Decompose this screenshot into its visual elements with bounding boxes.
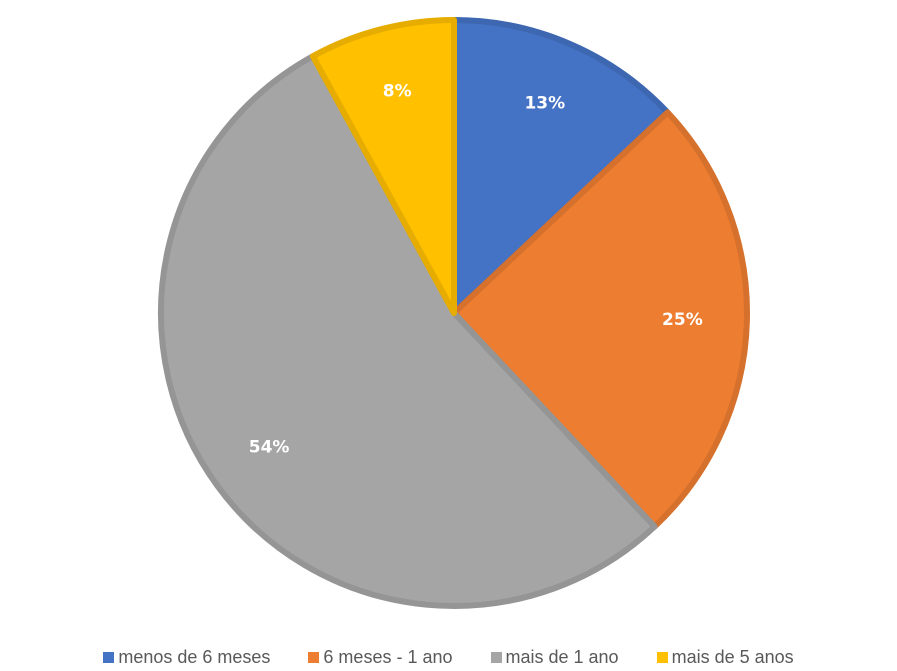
legend-label: 6 meses - 1 ano — [323, 646, 453, 667]
legend-label: menos de 6 meses — [118, 646, 271, 667]
legend-item-6-meses-1-ano: 6 meses - 1 ano — [308, 646, 453, 668]
pie-slice — [451, 109, 750, 530]
legend-swatch — [103, 651, 115, 663]
legend-item-menos-6-meses: menos de 6 meses — [103, 647, 270, 668]
legend-swatch — [308, 651, 320, 663]
pie-slice — [309, 17, 457, 316]
pie-slice — [451, 17, 671, 316]
pie-chart: 13% 25% 54% 8% — [158, 17, 750, 609]
data-label: 54% — [249, 437, 290, 457]
legend-swatch — [656, 651, 668, 663]
legend-label: mais de 1 ano — [505, 646, 619, 667]
data-label: 13% — [524, 93, 565, 113]
legend-swatch — [490, 651, 502, 663]
pie-slice — [158, 53, 658, 609]
legend-item-mais-5-anos: mais de 5 anos — [656, 646, 794, 668]
data-label: 8% — [383, 82, 412, 102]
legend-label: mais de 5 anos — [671, 646, 794, 667]
legend: menos de 6 meses 6 meses - 1 ano mais de… — [0, 643, 897, 671]
data-label: 25% — [662, 310, 703, 330]
legend-item-mais-1-ano: mais de 1 ano — [490, 646, 619, 668]
